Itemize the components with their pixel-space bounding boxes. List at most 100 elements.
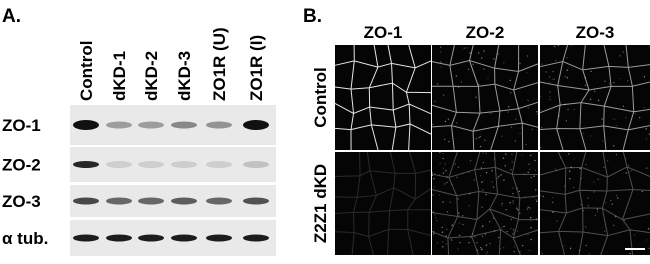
micrograph — [335, 45, 431, 150]
speckle — [626, 80, 629, 82]
speckle — [579, 167, 581, 170]
speckle — [558, 127, 560, 130]
speckle — [590, 70, 592, 73]
speckle — [485, 244, 488, 246]
band — [206, 121, 232, 129]
speckle — [643, 76, 646, 78]
speckle — [457, 86, 460, 88]
speckle — [441, 226, 444, 229]
speckle — [536, 113, 538, 115]
band — [171, 197, 197, 205]
speckle — [603, 230, 606, 233]
band — [73, 120, 99, 130]
speckle — [601, 118, 603, 120]
speckle — [566, 57, 568, 59]
speckle — [468, 171, 470, 173]
speckle — [615, 154, 618, 156]
speckle — [533, 175, 535, 177]
speckle — [463, 47, 465, 49]
speckle — [436, 242, 439, 244]
speckle — [446, 181, 448, 184]
speckle — [434, 214, 436, 216]
speckle — [502, 157, 505, 159]
speckle — [442, 94, 445, 96]
band — [106, 161, 132, 168]
speckle — [486, 251, 489, 253]
speckle — [645, 138, 648, 140]
speckle — [516, 230, 519, 232]
speckle — [528, 249, 531, 252]
speckle — [580, 203, 582, 206]
speckle — [477, 83, 480, 86]
speckle — [641, 190, 643, 193]
speckle — [533, 98, 535, 100]
speckle — [604, 80, 606, 82]
speckle — [432, 230, 435, 233]
speckle — [513, 246, 516, 248]
speckle — [444, 138, 446, 141]
speckle — [512, 200, 514, 202]
speckle — [481, 57, 483, 59]
speckle — [498, 175, 500, 178]
speckle — [445, 235, 447, 237]
speckle — [549, 96, 551, 98]
speckle — [541, 252, 543, 255]
blot-strip — [70, 105, 276, 145]
speckle — [516, 187, 518, 190]
speckle — [541, 63, 543, 65]
speckle — [466, 47, 468, 49]
speckle — [469, 160, 472, 162]
speckle — [457, 198, 459, 200]
speckle — [458, 215, 460, 217]
speckle — [645, 239, 648, 241]
speckle — [483, 51, 485, 53]
speckle — [542, 195, 544, 198]
micrograph — [432, 152, 538, 255]
speckle — [445, 169, 447, 172]
speckle — [603, 166, 605, 168]
speckle — [468, 205, 470, 207]
speckle — [497, 236, 500, 239]
speckle — [481, 235, 484, 238]
speckle — [445, 61, 448, 63]
band — [243, 120, 269, 130]
speckle — [436, 83, 439, 85]
speckle — [517, 209, 519, 211]
speckle — [479, 145, 482, 148]
speckle — [483, 68, 485, 70]
speckle — [472, 63, 474, 66]
lane-label: ZO1R (I) — [247, 35, 266, 101]
speckle — [500, 204, 503, 206]
speckle — [570, 44, 572, 46]
band — [73, 197, 99, 205]
speckle — [482, 162, 485, 164]
speckle — [480, 248, 483, 251]
speckle — [535, 189, 537, 191]
speckle — [507, 111, 509, 113]
speckle — [480, 167, 483, 169]
speckle — [564, 185, 566, 187]
speckle — [549, 76, 551, 78]
speckle — [512, 216, 515, 219]
speckle — [589, 98, 592, 100]
speckle — [492, 186, 495, 188]
speckle — [530, 219, 532, 222]
speckle — [501, 135, 503, 138]
panel-label: B. — [303, 6, 322, 27]
speckle — [475, 96, 477, 98]
speckle — [504, 165, 506, 167]
speckle — [440, 61, 442, 63]
speckle — [442, 167, 445, 169]
lane-label: dKD-2 — [142, 51, 161, 101]
speckle — [625, 172, 627, 174]
speckle — [505, 208, 508, 211]
speckle — [593, 191, 595, 193]
lane-label: ZO1R (U) — [210, 27, 229, 101]
speckle — [509, 201, 511, 204]
speckle — [554, 45, 556, 48]
speckle — [439, 151, 441, 154]
speckle — [587, 204, 590, 207]
speckle — [457, 166, 460, 169]
speckle — [647, 228, 650, 230]
speckle — [536, 110, 538, 113]
